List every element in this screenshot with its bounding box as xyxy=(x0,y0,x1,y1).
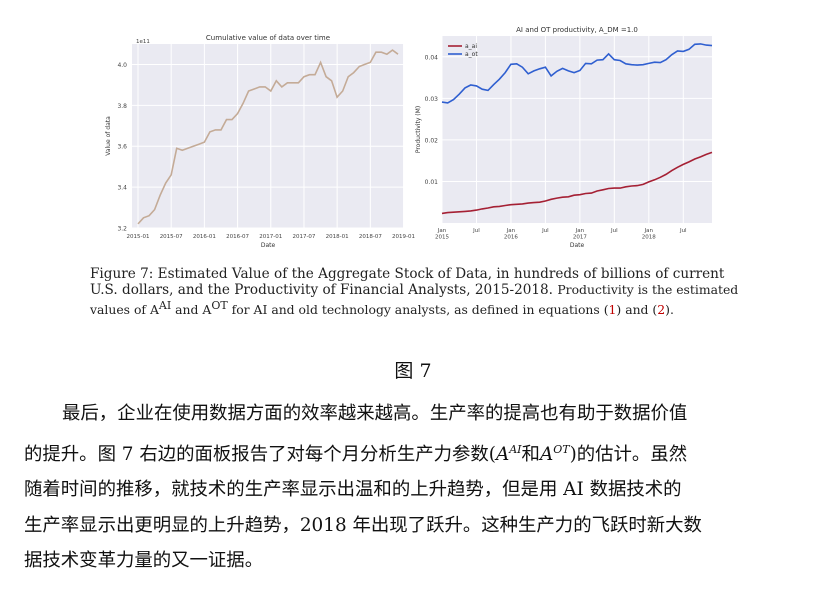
x-tick-label: 2019-01 xyxy=(392,234,415,240)
paragraph-text: )的估计。虽然 xyxy=(569,443,688,465)
figure-label: 图 7 xyxy=(394,360,432,382)
y-tick-label: 3.2 xyxy=(117,226,127,233)
math-a: A xyxy=(495,443,510,465)
x-tick-label: 2016-07 xyxy=(226,234,249,240)
caption-text: ). xyxy=(665,302,674,318)
y-tick-label: 3.6 xyxy=(117,144,127,151)
y-tick-label: 4.0 xyxy=(117,62,127,69)
y-tick-label: 0.03 xyxy=(425,96,439,103)
x-tick-label: Jan xyxy=(575,228,585,234)
math-a: A xyxy=(539,443,554,465)
x-tick-label: Jul xyxy=(679,228,687,234)
caption-text: values of A xyxy=(90,302,159,318)
legend-entry: a_ot xyxy=(465,51,478,58)
x-tick-label: 2015-01 xyxy=(127,234,150,240)
paragraph-text: 和 xyxy=(521,443,540,465)
x-tick-label: Jul xyxy=(610,228,618,234)
caption-text: and A xyxy=(171,302,212,318)
caption-sup-ot: OT xyxy=(211,299,228,312)
x-tick-label: Jul xyxy=(541,228,549,234)
x-tick-label: Jan xyxy=(644,228,654,234)
x-tick-label: 2015-07 xyxy=(160,234,183,240)
figure-caption: Figure 7: Estimated Value of the Aggrega… xyxy=(90,266,750,318)
y-tick-label: 3.8 xyxy=(117,103,127,110)
paragraph-text: 的提升。图 7 右边的面板报告了对每个月分析生产力参数( xyxy=(24,443,496,465)
math-sup-ai: AI xyxy=(509,442,522,456)
y-tick-label: 0.04 xyxy=(425,54,439,61)
x-tick-year-label: 2016 xyxy=(504,235,518,241)
y-axis-label: Productivity (M) xyxy=(415,106,422,153)
series-line-a-ai xyxy=(441,151,713,215)
caption-line-2-main: U.S. dollars, and the Productivity of Fi… xyxy=(90,282,553,298)
paragraph-line-1: 最后，企业在使用数据方面的效率越来越高。生产率的提高也有助于数据价值 xyxy=(62,403,688,424)
paragraph-line-4: 生产率显示出更明显的上升趋势，2018 年出现了跃升。这种生产力的飞跃时新大数 xyxy=(24,514,702,536)
paragraph-line-3: 随着时间的推移，就技术的生产率显示出温和的上升趋势，但是用 AI 数据技术的 xyxy=(24,479,682,501)
x-tick-label: 2018-07 xyxy=(359,234,382,240)
equation-ref-1[interactable]: 1 xyxy=(608,302,617,318)
series-line-value xyxy=(137,49,399,225)
x-tick-year-label: 2015 xyxy=(435,235,449,241)
caption-line-3: values of AAI and AOT for AI and old tec… xyxy=(90,298,750,318)
x-tick-label: 2016-01 xyxy=(193,234,216,240)
chart-title: Cumulative value of data over time xyxy=(206,34,330,42)
x-tick-label: Jan xyxy=(506,228,516,234)
left-chart-cumulative-value: 3.2 3.4 3.6 3.8 4.0 2015-01 2015-07 2016-01 2016… xyxy=(105,34,415,249)
x-axis-label: Date xyxy=(261,242,276,249)
x-tick-year-label: 2018 xyxy=(642,235,656,241)
y-tick-label: 0.01 xyxy=(425,179,439,186)
y-axis-label: Value of data xyxy=(105,116,112,156)
legend-entry: a_ai xyxy=(465,43,477,50)
caption-line-2-sub: Productivity is the estimated xyxy=(557,282,739,297)
caption-line-2: U.S. dollars, and the Productivity of Fi… xyxy=(90,282,750,298)
x-tick-label: 2017-07 xyxy=(292,234,315,240)
y-tick-label: 3.4 xyxy=(117,185,127,192)
series-line-a-ot xyxy=(441,43,713,104)
x-axis-label: Date xyxy=(570,242,585,249)
x-tick-label: 2017-01 xyxy=(259,234,282,240)
y-offset-label: 1e11 xyxy=(136,39,150,45)
caption-line-1: Figure 7: Estimated Value of the Aggrega… xyxy=(90,266,725,282)
x-tick-year-label: 2017 xyxy=(573,235,587,241)
plot-area xyxy=(132,44,404,228)
paragraph-line-2: 的提升。图 7 右边的面板报告了对每个月分析生产力参数(AAI和AOT)的估计。… xyxy=(24,432,808,473)
x-tick-label: 2018-01 xyxy=(326,234,349,240)
x-tick-label: Jan xyxy=(437,228,447,234)
plot-area xyxy=(442,36,712,223)
caption-text: for AI and old technology analysts, as d… xyxy=(227,302,609,318)
x-tick-label: Jul xyxy=(472,228,480,234)
body-paragraph: 最后，企业在使用数据方面的效率越来越高。生产率的提高也有助于数据价值 的提升。图… xyxy=(24,396,808,579)
caption-sup-ai: AI xyxy=(158,299,172,312)
paragraph-line-5: 据技术变革力量的又一证据。 xyxy=(24,550,264,572)
y-tick-label: 0.02 xyxy=(425,137,439,144)
math-sup-ot: OT xyxy=(553,442,570,456)
chart-title: AI and OT productivity, A_DM =1.0 xyxy=(516,26,638,34)
caption-text: ) and ( xyxy=(616,302,658,318)
equation-ref-2[interactable]: 2 xyxy=(657,302,666,318)
